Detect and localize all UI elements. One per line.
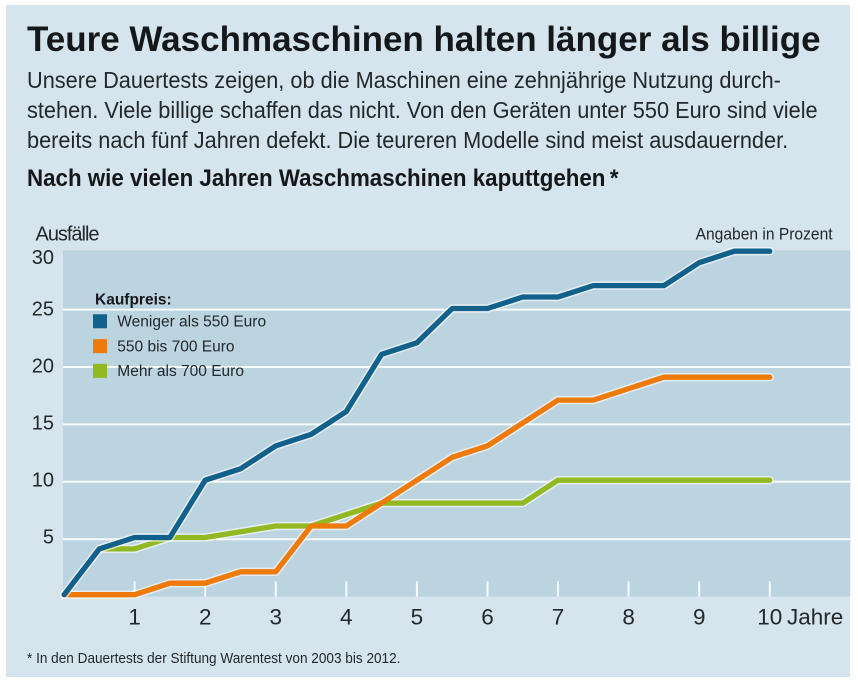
svg-text:30: 30	[32, 247, 54, 269]
svg-text:2: 2	[199, 604, 212, 629]
svg-text:6: 6	[481, 604, 494, 629]
svg-text:Mehr als 700 Euro: Mehr als 700 Euro	[117, 363, 244, 380]
svg-text:Jahre: Jahre	[787, 604, 843, 629]
svg-text:10: 10	[32, 470, 54, 492]
svg-text:20: 20	[32, 355, 54, 377]
svg-text:10: 10	[757, 604, 782, 629]
svg-text:25: 25	[32, 299, 54, 321]
svg-text:Kaufpreis:: Kaufpreis:	[95, 291, 172, 308]
svg-text:15: 15	[32, 413, 54, 435]
svg-text:Weniger als 550 Euro: Weniger als 550 Euro	[117, 314, 266, 331]
svg-text:9: 9	[693, 604, 706, 629]
svg-text:5: 5	[411, 604, 424, 629]
svg-text:1: 1	[128, 604, 141, 629]
svg-text:5: 5	[43, 527, 54, 549]
svg-text:3: 3	[270, 604, 283, 629]
svg-text:4: 4	[340, 604, 353, 629]
svg-text:7: 7	[552, 604, 565, 629]
svg-text:8: 8	[622, 604, 635, 629]
svg-text:Angaben in Prozent: Angaben in Prozent	[696, 225, 833, 244]
svg-text:Ausfälle: Ausfälle	[36, 224, 100, 246]
svg-text:550 bis 700 Euro: 550 bis 700 Euro	[117, 338, 234, 355]
